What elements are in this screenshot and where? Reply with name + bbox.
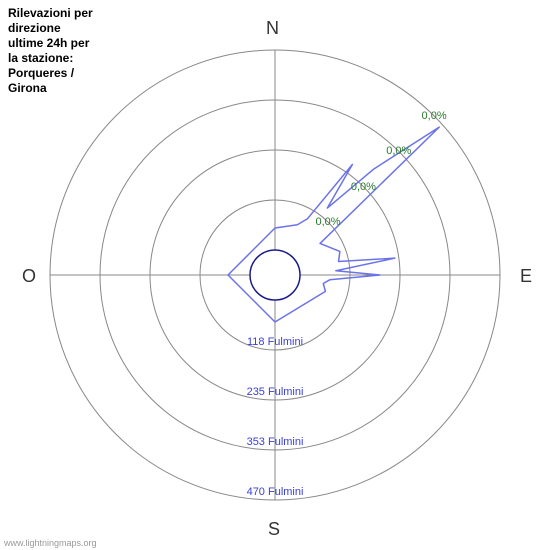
pct-label: 0,0%	[386, 145, 411, 157]
pct-label: 0,0%	[315, 216, 340, 228]
ring-label: 118 Fulmini	[247, 336, 303, 348]
ring-label: 470 Fulmini	[247, 486, 304, 498]
chart-container: Rilevazioni perdirezioneultime 24h perla…	[0, 0, 550, 550]
pct-label: 0,0%	[351, 181, 376, 193]
compass-n: N	[266, 18, 279, 39]
compass-e: E	[520, 266, 532, 287]
compass-s: S	[268, 519, 280, 540]
ring-label: 235 Fulmini	[247, 386, 304, 398]
pct-label: 0,0%	[422, 110, 447, 122]
ring-label: 353 Fulmini	[247, 436, 304, 448]
footer-attribution: www.lightningmaps.org	[4, 538, 97, 548]
compass-w: O	[22, 266, 36, 287]
